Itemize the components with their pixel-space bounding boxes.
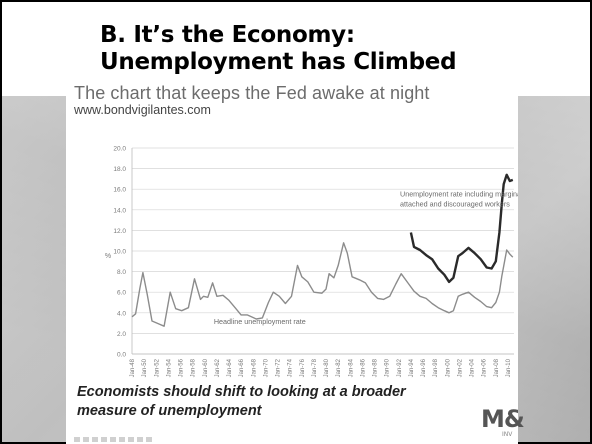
chart-caption: Economists should shift to looking at a … [77, 384, 406, 419]
x-tick-label: Jan-64 [227, 358, 233, 377]
y-tick-label: 8.0 [117, 269, 126, 276]
y-tick-label: 0.0 [117, 352, 126, 359]
y-tick-label: 18.0 [113, 166, 126, 173]
x-tick-label: Jan-02 [457, 358, 463, 377]
x-tick-label: Jan-52 [154, 358, 160, 377]
chart-panel [66, 86, 518, 444]
y-tick-label: 6.0 [117, 290, 126, 297]
source-url: www.bondvigilantes.com [74, 103, 211, 117]
x-tick-label: Jan-06 [482, 358, 488, 377]
x-tick-label: Jan-10 [506, 358, 512, 377]
y-tick-label: 10.0 [113, 249, 126, 256]
x-tick-label: Jan-76 [300, 358, 306, 377]
x-tick-label: Jan-62 [215, 358, 221, 377]
headline-unemployment-line [131, 242, 514, 327]
x-tick-label: Jan-74 [288, 358, 294, 377]
x-tick-label: Jan-68 [251, 358, 257, 377]
x-tick-label: Jan-92 [397, 358, 403, 377]
x-tick-label: Jan-78 [312, 358, 318, 377]
y-tick-label: 4.0 [117, 310, 126, 317]
x-tick-label: Jan-86 [360, 358, 366, 377]
x-tick-label: Jan-54 [166, 358, 172, 377]
y-tick-label: 14.0 [113, 207, 126, 214]
footer-source-line [74, 437, 154, 442]
unemployment-line-chart: 0.0 2.0 4.0 6.0 8.0 10.0 12.0 14.0 16.0 18.0 20.0%… [105, 146, 518, 378]
slide-title-line-2: Unemployment has Climbed [100, 49, 457, 75]
x-tick-label: Jan-98 [433, 358, 439, 377]
x-tick-label: Jan-66 [239, 358, 245, 377]
x-tick-label: Jan-60 [203, 358, 209, 377]
broad-unemployment-line [409, 173, 514, 284]
brand-logo-subtext: INV [502, 431, 513, 438]
y-tick-label: 16.0 [113, 187, 126, 194]
x-tick-label: Jan-82 [336, 358, 342, 377]
x-tick-label: Jan-08 [494, 358, 500, 377]
x-tick-label: Jan-56 [179, 358, 185, 377]
chart-annotation: Headline unemployment rate [214, 317, 306, 326]
x-tick-label: Jan-00 [445, 358, 451, 377]
chart-panel-heading: The chart that keeps the Fed awake at ni… [74, 83, 430, 103]
x-tick-label: Jan-70 [263, 358, 269, 377]
x-tick-label: Jan-58 [191, 358, 197, 377]
y-axis-label: % [105, 253, 111, 260]
x-tick-label: Jan-80 [324, 358, 330, 377]
x-tick-label: Jan-50 [142, 358, 148, 377]
chart-annotation: Unemployment rate including marginally [400, 189, 518, 198]
y-tick-label: 20.0 [113, 146, 126, 153]
x-tick-label: Jan-72 [276, 358, 282, 377]
slide-title-line-1: B. It’s the Economy: [100, 22, 355, 48]
y-tick-label: 2.0 [117, 331, 126, 338]
x-tick-label: Jan-94 [409, 358, 415, 377]
x-tick-label: Jan-88 [373, 358, 379, 377]
x-tick-label: Jan-90 [385, 358, 391, 377]
y-tick-label: 12.0 [113, 228, 126, 235]
x-tick-label: Jan-48 [130, 358, 136, 377]
x-tick-label: Jan-84 [348, 358, 354, 377]
slide-title: B. It’s the Economy: Unemployment has Cl… [100, 22, 457, 76]
x-tick-label: Jan-04 [470, 358, 476, 377]
brand-logo: M& [481, 405, 525, 433]
chart-annotation: attached and discouraged workers [400, 200, 510, 209]
x-tick-label: Jan-96 [421, 358, 427, 377]
